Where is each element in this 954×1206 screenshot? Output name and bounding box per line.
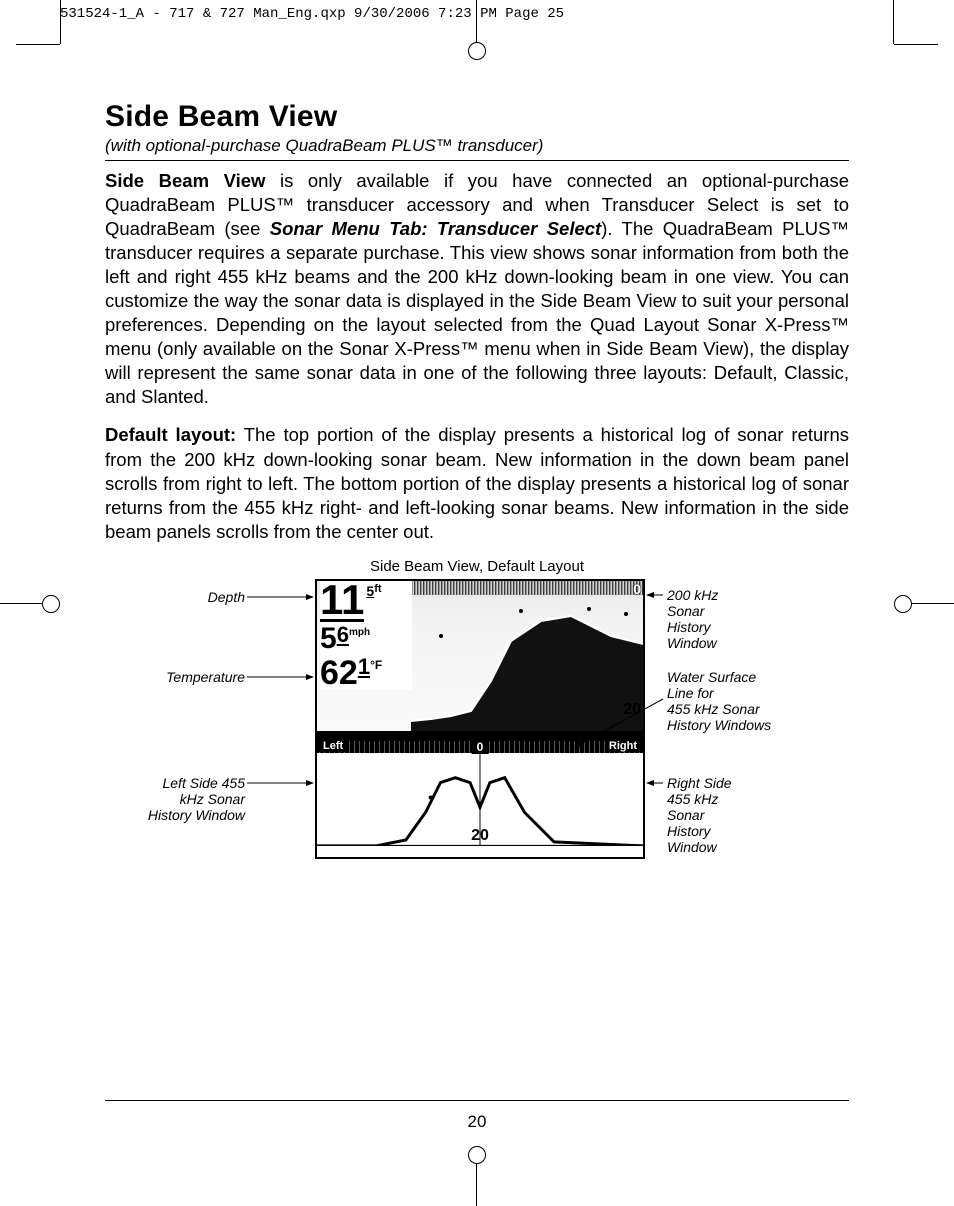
figure-area: Depth Temperature Left Side 455 kHz Sona… <box>105 579 849 919</box>
para2-lead: Default layout: <box>105 424 236 445</box>
page-title: Side Beam View <box>105 100 849 134</box>
right-label: Right <box>605 741 641 752</box>
scale-zero: 0 <box>633 581 641 597</box>
depth-value: 11 <box>320 581 364 622</box>
para1-ref: Sonar Menu Tab: Transducer Select <box>270 218 601 239</box>
title-rule <box>105 160 849 161</box>
readout-block: 115ft 56mph 621°F <box>320 581 412 690</box>
crop-mark <box>16 44 60 45</box>
sonar-bottom-panel: Left Right 0 20 <box>317 741 643 847</box>
speed-unit: mph <box>349 628 370 638</box>
annot-temperature: Temperature <box>160 669 245 685</box>
crop-mark <box>894 44 938 45</box>
crop-mark <box>893 0 894 44</box>
speed-value: 5 <box>320 624 337 654</box>
content-area: Side Beam View (with optional-purchase Q… <box>105 100 849 919</box>
depth-dec: 5 <box>366 585 374 598</box>
annot-depth: Depth <box>185 589 245 605</box>
speed-dec: 6 <box>337 624 349 646</box>
para1-text-b: ). The QuadraBeam PLUS™ transducer requi… <box>105 218 849 407</box>
page-subtitle: (with optional-purchase QuadraBeam PLUS™… <box>105 136 849 156</box>
registration-mark <box>42 595 60 613</box>
paragraph-1: Side Beam View is only available if you … <box>105 169 849 409</box>
registration-mark <box>894 595 912 613</box>
footer-rule <box>105 1100 849 1101</box>
page: 531524-1_A - 717 & 727 Man_Eng.qxp 9/30/… <box>0 0 954 1206</box>
slugline: 531524-1_A - 717 & 727 Man_Eng.qxp 9/30/… <box>60 6 564 22</box>
page-number: 20 <box>0 1112 954 1132</box>
annot-surface: Water Surface Line for 455 kHz Sonar His… <box>667 669 771 733</box>
depth-readout: 115ft <box>320 581 412 622</box>
bottom-depth-scale: 20 <box>471 827 489 845</box>
paragraph-2: Default layout: The top portion of the d… <box>105 423 849 543</box>
figure-caption: Side Beam View, Default Layout <box>105 558 849 575</box>
left-label: Left <box>319 741 347 752</box>
sonar-bottom-trace <box>411 581 643 731</box>
registration-mark <box>468 42 486 60</box>
sonar-top-panel: 115ft 56mph 621°F 0 20 <box>317 581 643 741</box>
scale-twenty: 20 <box>623 701 641 719</box>
sonar-display: 115ft 56mph 621°F 0 20 <box>315 579 645 859</box>
annot-right455: Right Side 455 kHz Sonar History Window <box>667 775 732 855</box>
temp-dec: 1 <box>358 656 370 678</box>
annot-200khz: 200 kHz Sonar History Window <box>667 587 718 651</box>
depth-unit: ft <box>374 585 381 595</box>
temp-value: 62 <box>320 656 358 690</box>
registration-mark <box>468 1146 486 1164</box>
annot-left455: Left Side 455 kHz Sonar History Window <box>145 775 245 823</box>
temp-readout: 621°F <box>320 656 412 690</box>
temp-unit: °F <box>370 659 382 671</box>
speed-readout: 56mph <box>320 624 412 654</box>
para1-lead: Side Beam View <box>105 170 265 191</box>
